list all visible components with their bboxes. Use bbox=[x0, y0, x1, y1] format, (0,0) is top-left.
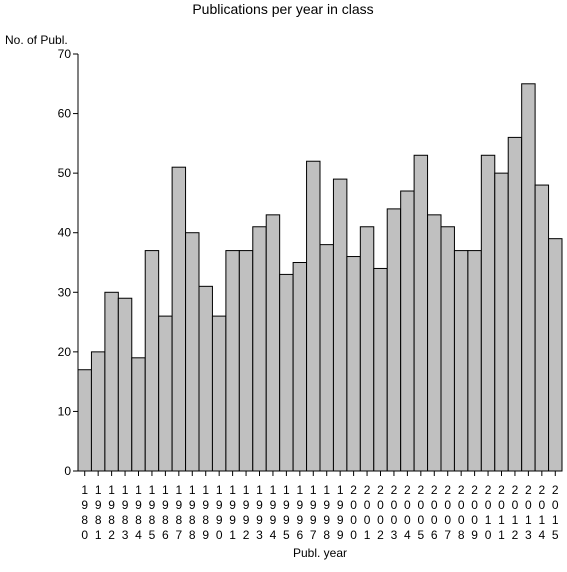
bar-1982 bbox=[104, 291, 119, 472]
bar-1985 bbox=[144, 250, 160, 472]
bar-2011 bbox=[494, 172, 509, 472]
chart-title: Publications per year in class bbox=[192, 1, 373, 17]
bar-1998 bbox=[319, 244, 334, 472]
bar-1990 bbox=[211, 315, 227, 472]
bar-1991 bbox=[225, 250, 240, 472]
bar-2005 bbox=[413, 154, 429, 472]
bar-1980 bbox=[77, 369, 92, 472]
y-tick-label: 10 bbox=[58, 404, 72, 418]
y-axis-label: No. of Publ. bbox=[5, 33, 68, 47]
bar-1987 bbox=[171, 166, 187, 472]
y-tick-label: 50 bbox=[58, 166, 72, 180]
bar-2013 bbox=[521, 83, 536, 472]
bars-group bbox=[77, 83, 563, 472]
bar-2003 bbox=[386, 208, 402, 472]
bar-1997 bbox=[306, 160, 321, 472]
bar-2000 bbox=[346, 256, 361, 472]
y-tick-label: 20 bbox=[58, 345, 72, 359]
bar-2015 bbox=[548, 238, 563, 472]
bar-1995 bbox=[279, 273, 294, 472]
bar-2010 bbox=[480, 154, 496, 472]
bar-1986 bbox=[158, 315, 173, 472]
bar-2002 bbox=[373, 267, 388, 472]
bar-2014 bbox=[534, 184, 550, 472]
bar-2004 bbox=[400, 190, 415, 472]
bar-2012 bbox=[507, 136, 523, 472]
bar-2001 bbox=[359, 226, 375, 472]
bar-1996 bbox=[292, 262, 308, 472]
x-axis-label: Publ. year bbox=[293, 546, 347, 560]
bar-1983 bbox=[117, 297, 133, 472]
bar-1993 bbox=[252, 226, 267, 472]
bar-1988 bbox=[185, 232, 200, 472]
bar-1999 bbox=[332, 178, 348, 472]
bar-2006 bbox=[427, 214, 442, 472]
bar-1981 bbox=[90, 351, 106, 472]
y-tick-label: 30 bbox=[58, 285, 72, 299]
y-tick-label: 40 bbox=[58, 226, 72, 240]
bar-1989 bbox=[198, 285, 213, 472]
bar-2009 bbox=[467, 250, 482, 472]
bar-2008 bbox=[453, 250, 469, 472]
bar-2007 bbox=[440, 226, 455, 472]
x-axis: 1 9 8 0 1 9 8 1 1 9 8 2 1 9 8 3 1 9 8 4 1 9 8 5 1 9 8 6 1 9 8 7 1 9 8 8 1 9 8 9… bbox=[78, 470, 562, 542]
y-tick-label: 70 bbox=[58, 47, 72, 61]
bar-1994 bbox=[265, 214, 281, 472]
bar-1984 bbox=[131, 357, 146, 472]
bar-1992 bbox=[238, 250, 254, 472]
y-tick-label: 0 bbox=[64, 464, 71, 478]
y-tick-label: 60 bbox=[58, 107, 72, 121]
y-axis: 0 10 20 30 40 50 60 70 bbox=[58, 47, 79, 478]
